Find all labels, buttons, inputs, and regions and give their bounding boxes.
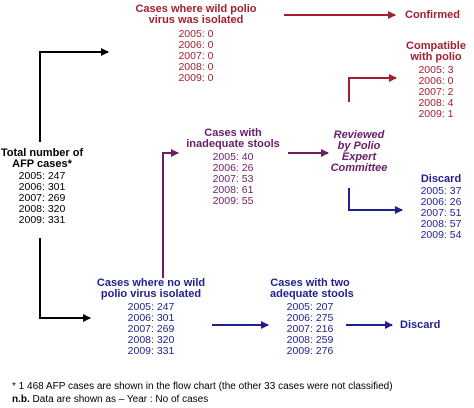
wild-isolated-row: 2008: 0 — [178, 61, 214, 73]
reviewed-block: Reviewed by Polio Expert Committee — [328, 130, 390, 174]
two-adequate-title-2: adequate stools — [270, 288, 354, 300]
arrow-nowild-to-inadequate — [162, 149, 179, 278]
no-wild-row: 2006: 301 — [127, 312, 175, 324]
discard-lower-label: Discard — [400, 319, 441, 331]
total-title-2: AFP cases* — [12, 158, 72, 170]
arrow-total-to-nowild — [39, 238, 91, 322]
compatible-row: 2009: 1 — [418, 108, 454, 120]
no-wild-title-2: polio virus isolated — [100, 288, 202, 300]
no-wild-title-1: Cases where no wild — [96, 277, 206, 289]
inadequate-row: 2007: 53 — [212, 173, 254, 185]
discard-upper-title: Discard — [420, 173, 462, 185]
inadequate-title-1: Cases with — [204, 127, 262, 139]
wild-isolated-row: 2005: 0 — [178, 28, 214, 40]
total-row: 2008: 320 — [18, 203, 66, 215]
inadequate-row: 2009: 55 — [212, 195, 254, 207]
compatible-title-2: with polio — [410, 51, 462, 63]
footnote-data-format: n.b. Data are shown as – Year : No of ca… — [12, 394, 208, 405]
two-adequate-row: 2005: 207 — [286, 301, 334, 313]
wild-isolated-title-1: Cases where wild polio — [135, 3, 257, 15]
total-row: 2009: 331 — [18, 214, 66, 226]
discard-upper-row: 2005: 37 — [420, 185, 462, 197]
two-adequate-row: 2007: 216 — [286, 323, 334, 335]
total-row: 2006: 301 — [18, 181, 66, 193]
discard-upper-row: 2009: 54 — [420, 229, 462, 241]
wild-isolated-title-2: virus was isolated — [148, 14, 244, 26]
reviewed-line-1: Reviewed — [333, 129, 385, 141]
two-adequate-title-1: Cases with two — [270, 277, 350, 289]
inadequate-title-2: inadequate stools — [186, 138, 280, 150]
wild-isolated-row: 2009: 0 — [178, 72, 214, 84]
reviewed-line-2: by Polio — [337, 140, 381, 152]
discard-upper-block: Discard 2005: 37 2006: 26 2007: 51 2008:… — [408, 174, 474, 241]
total-row: 2007: 269 — [18, 192, 66, 204]
no-wild-row: 2005: 247 — [127, 301, 175, 313]
two-adequate-block: Cases with two adequate stools 2005: 207… — [270, 277, 354, 357]
two-adequate-row: 2006: 275 — [286, 312, 334, 324]
total-title-1: Total number of — [0, 147, 84, 159]
footnote-nb-prefix: n.b. — [12, 394, 30, 405]
no-wild-row: 2008: 320 — [127, 334, 175, 346]
discard-upper-row: 2008: 57 — [420, 218, 462, 230]
no-wild-row: 2007: 269 — [127, 323, 175, 335]
arrow-reviewed-to-discard — [348, 188, 403, 214]
arrow-total-to-wild — [39, 48, 109, 142]
total-row: 2005: 247 — [18, 170, 66, 182]
total-afp-block: Total number of AFP cases* 2005: 247 200… — [0, 148, 84, 226]
confirmed-label: Confirmed — [405, 9, 460, 21]
inadequate-block: Cases with inadequate stools 2005: 40 20… — [178, 128, 288, 207]
footnote-nb-text: Data are shown as – Year : No of cases — [29, 394, 209, 405]
wild-isolated-row: 2006: 0 — [178, 39, 214, 51]
inadequate-row: 2008: 61 — [212, 184, 254, 196]
compatible-row: 2005: 3 — [418, 64, 454, 76]
inadequate-row: 2006: 26 — [212, 162, 254, 174]
footnote-afp-count: * 1 468 AFP cases are shown in the flow … — [12, 381, 393, 392]
discard-upper-row: 2007: 51 — [420, 207, 462, 219]
two-adequate-row: 2009: 276 — [286, 345, 334, 357]
discard-upper-row: 2006: 26 — [420, 196, 462, 208]
reviewed-line-3: Expert — [341, 151, 377, 163]
no-wild-row: 2009: 331 — [127, 345, 175, 357]
no-wild-block: Cases where no wild polio virus isolated… — [88, 278, 214, 357]
two-adequate-row: 2008: 259 — [286, 334, 334, 346]
compatible-row: 2006: 0 — [418, 75, 454, 87]
inadequate-row: 2005: 40 — [212, 151, 254, 163]
wild-isolated-block: Cases where wild polio virus was isolate… — [112, 4, 280, 84]
compatible-row: 2008: 4 — [418, 97, 454, 109]
arrow-reviewed-to-compatible — [348, 74, 397, 102]
compatible-row: 2007: 2 — [418, 86, 454, 98]
compatible-block: Compatible with polio 2005: 3 2006: 0 20… — [396, 41, 474, 120]
compatible-title-1: Compatible — [406, 40, 466, 52]
reviewed-line-4: Committee — [330, 162, 388, 174]
wild-isolated-row: 2007: 0 — [178, 50, 214, 62]
